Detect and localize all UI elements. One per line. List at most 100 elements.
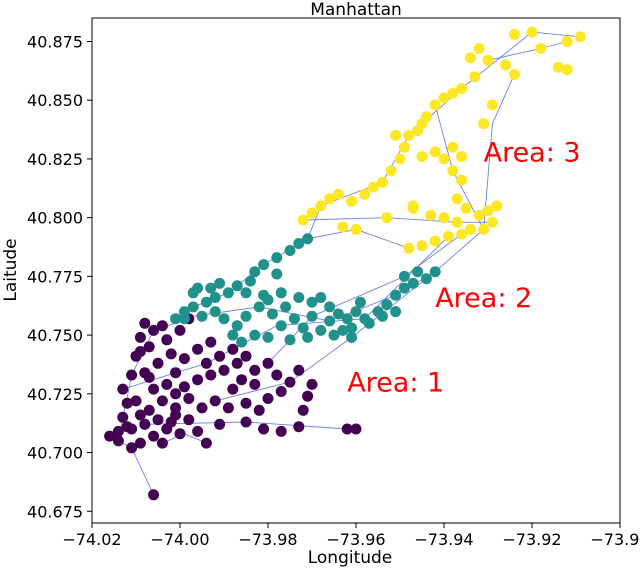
data-point-area-1: [117, 411, 129, 423]
data-point-area-1: [236, 374, 248, 386]
data-point-area-3: [447, 87, 459, 99]
data-point-area-2: [390, 306, 402, 318]
y-tick-label: 40.700: [27, 444, 83, 463]
data-point-area-3: [438, 212, 450, 224]
data-point-area-2: [346, 322, 358, 334]
data-point-area-2: [249, 329, 261, 341]
data-point-area-1: [112, 425, 124, 437]
data-point-area-2: [315, 324, 327, 336]
data-point-area-1: [350, 423, 362, 435]
data-point-area-2: [390, 289, 402, 301]
data-point-area-1: [156, 395, 168, 407]
data-point-area-2: [302, 331, 314, 343]
data-point-area-3: [473, 43, 485, 54]
data-point-area-3: [500, 59, 512, 71]
data-point-area-1: [126, 369, 138, 381]
data-point-area-2: [376, 310, 388, 322]
data-point-area-3: [473, 209, 485, 221]
data-point-area-1: [161, 378, 173, 390]
data-point-area-1: [200, 437, 212, 449]
data-point-area-1: [209, 395, 221, 407]
data-point-area-1: [249, 378, 261, 390]
data-point-area-1: [156, 437, 168, 449]
data-point-area-3: [407, 200, 419, 212]
data-point-area-2: [306, 310, 318, 322]
x-tick-label: −73.96: [326, 530, 385, 549]
data-point-area-1: [152, 414, 164, 426]
data-point-area-1: [262, 393, 274, 404]
data-point-area-2: [231, 280, 243, 292]
data-point-area-1: [170, 402, 182, 414]
data-point-area-3: [403, 242, 415, 254]
data-point-area-1: [148, 324, 160, 336]
data-point-area-3: [442, 230, 454, 242]
area-label: Area: 2: [435, 283, 532, 314]
data-point-area-2: [170, 313, 182, 325]
y-tick-label: 40.775: [27, 267, 83, 286]
data-point-area-3: [456, 174, 468, 186]
data-point-area-3: [297, 214, 309, 226]
data-point-area-1: [148, 383, 160, 395]
data-point-area-2: [240, 287, 252, 299]
x-tick-label: −74.00: [150, 530, 209, 549]
data-point-area-1: [297, 404, 309, 416]
data-point-area-1: [139, 418, 151, 430]
data-point-area-2: [398, 270, 410, 282]
y-axis: 40.675 40.700 40.725 40.750 40.775 40.800 40.8…: [27, 32, 92, 521]
y-tick-label: 40.875: [27, 32, 83, 51]
y-tick-label: 40.800: [27, 209, 83, 228]
data-point-area-2: [209, 306, 221, 318]
data-point-area-3: [324, 193, 336, 205]
data-point-area-3: [561, 64, 573, 76]
data-point-area-1: [196, 402, 208, 414]
data-point-area-1: [200, 357, 212, 369]
data-point-area-1: [170, 367, 182, 379]
data-point-area-3: [491, 200, 503, 212]
data-point-area-2: [266, 308, 278, 320]
x-axis-title: Longitude: [308, 548, 393, 568]
data-point-area-2: [275, 287, 287, 299]
data-point-area-1: [134, 409, 146, 421]
data-point-area-3: [451, 216, 463, 228]
data-point-area-1: [240, 350, 252, 362]
data-point-area-1: [178, 353, 190, 365]
data-point-area-2: [341, 313, 353, 325]
data-point-area-2: [284, 245, 296, 256]
data-point-area-3: [350, 223, 362, 235]
data-point-area-1: [174, 324, 186, 336]
data-point-area-2: [398, 282, 410, 294]
data-point-area-1: [258, 423, 270, 435]
y-tick-label: 40.725: [27, 385, 83, 404]
data-point-area-3: [561, 36, 573, 47]
route-line: [307, 31, 581, 239]
data-point-area-1: [183, 393, 195, 404]
y-tick-label: 40.850: [27, 91, 83, 110]
y-tick-label: 40.825: [27, 150, 83, 169]
data-point-area-1: [293, 421, 305, 433]
route-line: [487, 41, 568, 61]
data-point-area-3: [482, 54, 494, 66]
data-point-area-1: [249, 364, 261, 376]
data-point-area-1: [293, 364, 305, 376]
data-point-area-2: [315, 292, 327, 303]
data-point-area-1: [126, 423, 138, 435]
x-tick-label: −73.94: [414, 530, 473, 549]
x-tick-label: −73.98: [238, 530, 297, 549]
x-tick-label: −73.90: [590, 530, 640, 549]
data-point-area-1: [205, 336, 217, 348]
data-point-area-1: [205, 369, 217, 381]
data-point-area-2: [231, 320, 243, 332]
data-point-area-1: [275, 425, 287, 437]
x-axis: −74.02 −74.00 −73.98 −73.96 −73.94 −73.92 −73.…: [62, 523, 640, 549]
data-point-area-3: [456, 151, 468, 163]
data-point-area-1: [275, 386, 287, 397]
area-label: Area: 3: [484, 137, 581, 168]
data-point-area-3: [315, 200, 327, 212]
data-point-area-2: [258, 259, 270, 271]
data-point-area-2: [227, 329, 239, 341]
y-tick-label: 40.750: [27, 326, 83, 345]
data-point-area-3: [368, 181, 380, 193]
data-point-area-1: [183, 414, 195, 426]
data-point-area-2: [284, 334, 296, 346]
data-point-area-1: [165, 348, 177, 360]
